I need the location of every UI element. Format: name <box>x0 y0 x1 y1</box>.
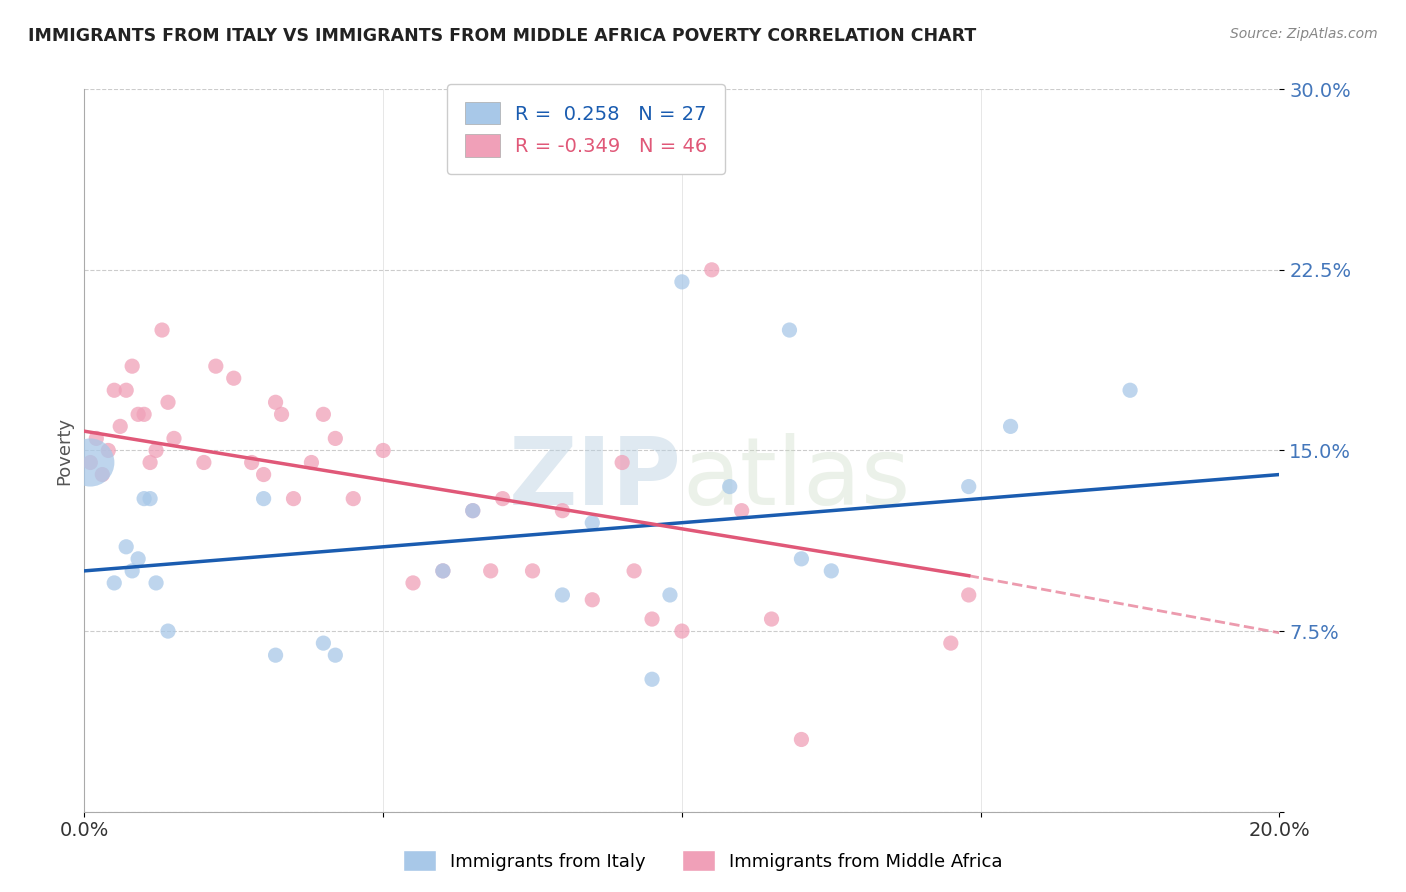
Point <box>551 588 574 602</box>
Point <box>222 371 245 385</box>
Point <box>270 407 292 421</box>
Point <box>432 564 454 578</box>
Point <box>312 407 335 421</box>
Point <box>1119 384 1142 398</box>
Point <box>139 455 162 469</box>
Point <box>110 419 132 434</box>
Point <box>492 491 515 506</box>
Point <box>479 564 502 578</box>
Text: Source: ZipAtlas.com: Source: ZipAtlas.com <box>1230 27 1378 41</box>
Point <box>193 455 215 469</box>
Point <box>461 503 484 517</box>
Point <box>145 443 167 458</box>
Point <box>127 407 149 421</box>
Point <box>581 592 603 607</box>
Point <box>79 455 101 469</box>
Point <box>115 384 138 398</box>
Point <box>957 480 980 494</box>
Point <box>115 540 138 554</box>
Point <box>659 588 682 602</box>
Point <box>1000 419 1022 434</box>
Point <box>253 467 276 482</box>
Point <box>671 275 693 289</box>
Point <box>240 455 263 469</box>
Point <box>150 323 173 337</box>
Point <box>325 648 347 662</box>
Point <box>132 407 156 421</box>
Point <box>325 431 347 445</box>
Point <box>641 612 664 626</box>
Point <box>97 443 120 458</box>
Point <box>157 395 180 409</box>
Point <box>551 503 574 517</box>
Point <box>139 491 162 506</box>
Point <box>581 516 603 530</box>
Point <box>402 576 425 591</box>
Point <box>700 262 723 277</box>
Point <box>79 455 101 469</box>
Point <box>790 551 813 566</box>
Point <box>145 576 167 591</box>
Point <box>731 503 754 517</box>
Point <box>157 624 180 639</box>
Point <box>205 359 228 373</box>
Legend: Immigrants from Italy, Immigrants from Middle Africa: Immigrants from Italy, Immigrants from M… <box>396 843 1010 879</box>
Point <box>641 673 664 687</box>
Point <box>718 480 741 494</box>
Point <box>957 588 980 602</box>
Point <box>342 491 364 506</box>
Point <box>671 624 693 639</box>
Y-axis label: Poverty: Poverty <box>55 417 73 484</box>
Point <box>132 491 156 506</box>
Point <box>939 636 962 650</box>
Point <box>86 431 108 445</box>
Point <box>127 551 149 566</box>
Point <box>373 443 395 458</box>
Point <box>283 491 305 506</box>
Point <box>301 455 323 469</box>
Point <box>103 576 125 591</box>
Text: atlas: atlas <box>682 434 910 525</box>
Point <box>623 564 645 578</box>
Text: ZIP: ZIP <box>509 434 682 525</box>
Point <box>163 431 186 445</box>
Point <box>522 564 544 578</box>
Point <box>264 648 287 662</box>
Point <box>432 564 454 578</box>
Point <box>253 491 276 506</box>
Point <box>91 467 114 482</box>
Legend: R =  0.258   N = 27, R = -0.349   N = 46: R = 0.258 N = 27, R = -0.349 N = 46 <box>447 85 725 174</box>
Point <box>312 636 335 650</box>
Point <box>820 564 842 578</box>
Point <box>264 395 287 409</box>
Point <box>790 732 813 747</box>
Text: IMMIGRANTS FROM ITALY VS IMMIGRANTS FROM MIDDLE AFRICA POVERTY CORRELATION CHART: IMMIGRANTS FROM ITALY VS IMMIGRANTS FROM… <box>28 27 976 45</box>
Point <box>761 612 783 626</box>
Point <box>121 359 143 373</box>
Point <box>779 323 801 337</box>
Point <box>121 564 143 578</box>
Point <box>461 503 484 517</box>
Point <box>103 384 125 398</box>
Point <box>612 455 634 469</box>
